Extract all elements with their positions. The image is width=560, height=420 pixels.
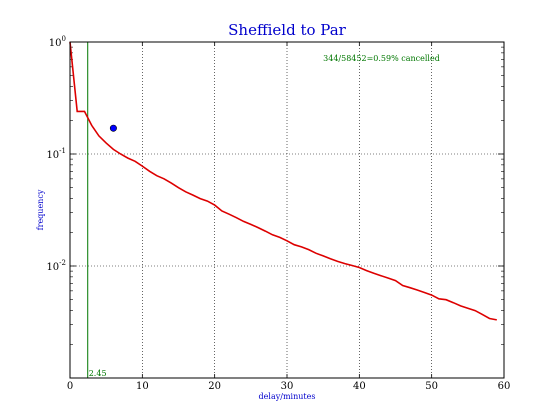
plot-frame bbox=[69, 41, 505, 379]
chart-title: Sheffield to Par bbox=[228, 21, 347, 39]
y-tick-base: 10 bbox=[46, 262, 59, 273]
x-tick-label: 60 bbox=[498, 381, 511, 392]
marks: 2.45 bbox=[69, 41, 497, 378]
x-tick-label: 50 bbox=[425, 381, 438, 392]
y-tick-exponent: 0 bbox=[62, 35, 66, 43]
y-tick-base: 10 bbox=[46, 150, 59, 161]
y-tick-base: 10 bbox=[49, 38, 62, 49]
x-tick-label: 40 bbox=[353, 381, 366, 392]
data-point bbox=[109, 124, 117, 132]
x-tick-label: 0 bbox=[67, 381, 73, 392]
y-axis-label: frequency bbox=[36, 189, 45, 230]
y-tick-exponent: -2 bbox=[59, 259, 66, 267]
x-axis-label: delay/minutes bbox=[259, 392, 316, 401]
y-tick-label: 10-2 bbox=[46, 259, 66, 273]
x-tick-label: 20 bbox=[208, 381, 221, 392]
y-tick-exponent: -1 bbox=[59, 147, 66, 155]
x-tick-label: 30 bbox=[281, 381, 294, 392]
x-tick-label: 10 bbox=[136, 381, 149, 392]
y-tick-label: 10-1 bbox=[46, 147, 66, 161]
grid bbox=[70, 42, 504, 378]
frequency-series-line bbox=[69, 41, 497, 321]
delay-marker-label: 2.45 bbox=[89, 369, 107, 378]
cancelled-annotation: 344/58452=0.59% cancelled bbox=[323, 54, 440, 63]
y-tick-label: 100 bbox=[49, 35, 66, 49]
